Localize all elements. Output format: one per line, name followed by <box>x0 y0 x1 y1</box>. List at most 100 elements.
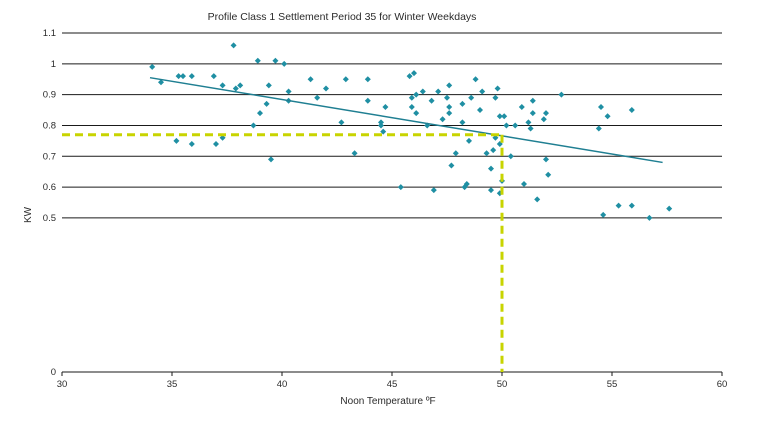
data-point <box>444 94 450 101</box>
data-point <box>646 214 653 221</box>
data-point <box>265 82 272 89</box>
data-point <box>490 147 497 154</box>
data-point <box>595 125 602 132</box>
y-tick-label: 0 <box>51 367 56 378</box>
trend-line <box>149 76 663 164</box>
data-point <box>351 150 358 157</box>
data-point <box>428 97 435 104</box>
data-point <box>397 184 404 191</box>
data-point <box>213 140 219 147</box>
data-point <box>628 202 635 209</box>
data-point <box>408 94 415 101</box>
x-tick-label: 35 <box>167 379 178 390</box>
data-point <box>446 103 453 110</box>
y-tick-label: 1.1 <box>43 28 56 39</box>
x-tick-label: 30 <box>57 379 68 390</box>
data-point <box>263 100 270 107</box>
y-axis-ticks: 0 0.5 0.6 0.7 0.8 0.9 1 1.1 <box>43 28 56 378</box>
x-tick-label: 55 <box>607 379 618 390</box>
data-point <box>666 205 673 212</box>
data-point <box>250 122 257 129</box>
data-point <box>558 91 565 98</box>
x-axis-label: Noon Temperature ºF <box>340 396 435 407</box>
data-point <box>219 134 226 141</box>
data-point <box>285 88 292 95</box>
data-point <box>232 85 239 92</box>
y-axis-label: KW <box>23 206 34 223</box>
data-point <box>459 100 466 107</box>
data-point <box>543 156 549 163</box>
y-tick-label: 0.8 <box>43 120 56 131</box>
data-point <box>382 103 389 110</box>
data-point <box>521 181 527 188</box>
data-point <box>281 60 288 67</box>
x-tick-label: 60 <box>717 379 728 390</box>
data-point <box>411 70 417 77</box>
data-point <box>492 94 499 101</box>
data-point <box>272 57 279 64</box>
data-point <box>472 76 479 83</box>
data-point <box>268 156 274 163</box>
data-point <box>492 134 499 141</box>
data-point <box>175 73 182 80</box>
data-point <box>494 85 501 92</box>
data-point <box>237 82 244 89</box>
data-point <box>488 187 494 194</box>
x-tick-label: 45 <box>387 379 398 390</box>
chart-title: Profile Class 1 Settlement Period 35 for… <box>208 11 477 23</box>
data-point <box>378 122 384 129</box>
data-point <box>512 122 519 129</box>
data-point <box>149 63 156 70</box>
data-point <box>466 137 472 144</box>
data-point <box>459 119 466 126</box>
data-point <box>598 103 604 110</box>
x-tick-label: 50 <box>497 379 508 390</box>
data-point <box>364 76 371 83</box>
data-point <box>501 113 508 120</box>
data-point <box>158 79 164 86</box>
y-tick-label: 0.6 <box>43 182 56 193</box>
data-point <box>615 202 622 209</box>
data-point <box>380 128 387 135</box>
data-point <box>446 110 453 117</box>
data-point <box>527 125 534 132</box>
y-tick-label: 1 <box>51 59 56 70</box>
data-point <box>406 73 413 80</box>
data-point <box>419 88 426 95</box>
data-point <box>529 110 536 117</box>
gridlines <box>62 32 722 219</box>
data-point <box>364 97 371 104</box>
x-axis-ticks: 30 35 40 45 50 55 60 <box>57 372 728 390</box>
data-point <box>468 94 475 101</box>
data-point <box>488 165 494 172</box>
data-point <box>540 116 547 123</box>
data-point <box>180 73 186 80</box>
data-point <box>600 211 607 218</box>
x-tick-label: 40 <box>277 379 288 390</box>
data-point <box>413 110 420 117</box>
data-point <box>430 187 437 194</box>
data-point <box>483 150 490 157</box>
data-point <box>529 97 536 104</box>
data-point <box>257 110 263 117</box>
data-point <box>230 42 237 49</box>
data-point <box>408 103 415 110</box>
y-tick-label: 0.5 <box>43 213 56 224</box>
data-point <box>477 107 483 114</box>
data-point <box>545 171 552 178</box>
data-point <box>188 73 195 80</box>
data-point <box>188 140 195 147</box>
data-point <box>534 196 541 203</box>
data-point <box>307 76 314 83</box>
data-point <box>507 153 514 160</box>
data-point <box>338 119 345 126</box>
data-point <box>439 116 446 123</box>
data-point <box>525 119 532 126</box>
data-point <box>448 162 455 169</box>
data-point <box>543 110 549 117</box>
data-point <box>496 113 503 120</box>
data-point <box>463 181 470 188</box>
data-point <box>413 91 420 98</box>
data-point <box>314 94 321 101</box>
